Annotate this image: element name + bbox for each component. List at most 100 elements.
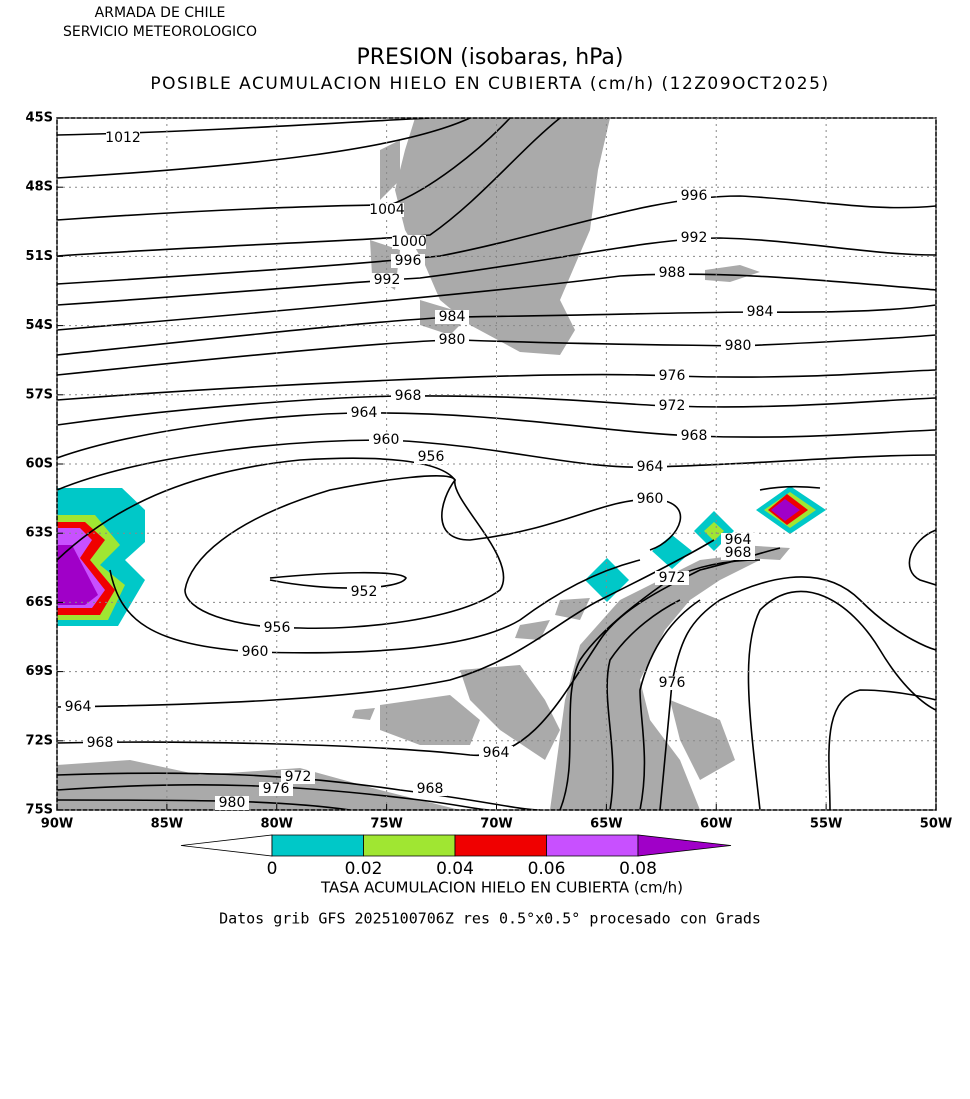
colorbar-swatch [637, 834, 732, 857]
lat-tick-label: 69S [26, 664, 53, 679]
isobar-label: 996 [395, 253, 422, 269]
isobar-label-bg [633, 492, 667, 506]
colorbar-label: 0.08 [619, 859, 657, 879]
lat-tick-label: 54S [26, 318, 53, 333]
header-line: ARMADA DE CHILE [95, 5, 226, 21]
isobar-label-bg [721, 546, 755, 560]
lat-tick-label: 72S [26, 733, 53, 748]
isobar-label: 980 [439, 332, 466, 348]
isobar-label: 980 [219, 795, 246, 811]
isobar-label: 1000 [391, 234, 427, 250]
isobar-label: 980 [725, 338, 752, 354]
isobar-label: 976 [659, 675, 686, 691]
isobar-label: 984 [747, 304, 774, 320]
lat-tick-label: 75S [26, 803, 53, 818]
lat-tick-label: 51S [26, 249, 53, 264]
isobar-label-bg [215, 796, 249, 810]
lat-tick-label: 57S [26, 387, 53, 402]
isobar-label: 968 [395, 388, 422, 404]
lon-tick-label: 50W [920, 817, 952, 832]
isobar-label: 972 [285, 769, 312, 785]
isobar-label-bg [655, 571, 689, 585]
isobar-label-bg [369, 433, 403, 447]
isobar-label: 1012 [105, 130, 141, 146]
isobar-label-bg [677, 429, 711, 443]
isobar-label-bg [106, 131, 140, 145]
isobar-label: 1004 [369, 202, 405, 218]
lat-tick-label: 66S [26, 595, 53, 610]
subtitle: POSIBLE ACUMULACION HIELO EN CUBIERTA (c… [150, 74, 829, 94]
lat-tick-label: 60S [26, 457, 53, 472]
isobar-label: 992 [374, 272, 401, 288]
isobar-label: 988 [659, 265, 686, 281]
lon-tick-label: 55W [810, 817, 842, 832]
isobar-label: 984 [439, 309, 466, 325]
isobar-label-bg [435, 310, 469, 324]
isobar-label: 960 [637, 491, 664, 507]
isobar-label: 996 [681, 188, 708, 204]
isobar-label: 960 [373, 432, 400, 448]
colorbar-title: TASA ACUMULACION HIELO EN CUBIERTA (cm/h… [320, 879, 683, 897]
isobar-label-bg [347, 585, 381, 599]
isobar-label-bg [391, 254, 425, 268]
isobar-label: 964 [725, 532, 752, 548]
isobar-label-bg [281, 770, 315, 784]
colorbar-swatch [271, 834, 364, 857]
isobar-label-bg [392, 235, 426, 249]
isobar-label-bg [61, 700, 95, 714]
ice-accretion [57, 486, 826, 626]
isobar-label-bg [238, 645, 272, 659]
lon-tick-label: 70W [480, 817, 512, 832]
isobar-label-bg [743, 305, 777, 319]
lon-tick-label: 60W [700, 817, 732, 832]
isobar-label: 964 [483, 745, 510, 761]
isobar-label: 972 [659, 570, 686, 586]
colorbar-label: 0.02 [345, 859, 383, 879]
isobar-label-bg [677, 231, 711, 245]
lat-tick-label: 63S [26, 526, 53, 541]
footer: Datos grib GFS 2025100706Z res 0.5°x0.5°… [219, 910, 761, 928]
isobar-label-bg [721, 533, 755, 547]
isobar-label: 960 [242, 644, 269, 660]
colorbar-swatch [363, 834, 456, 857]
lon-tick-label: 75W [370, 817, 402, 832]
isobar-label-bg [633, 460, 667, 474]
isobar-label: 964 [65, 699, 92, 715]
lon-tick-label: 80W [261, 817, 293, 832]
isobar-label: 976 [659, 368, 686, 384]
isobar-label: 992 [681, 230, 708, 246]
colorbar: 0 0.02 0.04 0.06 0.08 [180, 834, 732, 879]
title: PRESION (isobaras, hPa) [357, 45, 624, 70]
isobar-label-bg [435, 333, 469, 347]
lon-tick-label: 85W [151, 817, 183, 832]
isobar-label-bg [677, 189, 711, 203]
isobar-label: 968 [681, 428, 708, 444]
isobar-label-bg [655, 266, 689, 280]
map: 90W 85W 80W 75W 70W 65W 60W 55W 50W 45S 48S 51S 54S 5… [26, 111, 953, 832]
isobar-label-bg [370, 203, 404, 217]
isobar-label: 972 [659, 398, 686, 414]
isobar-label: 968 [87, 735, 114, 751]
isobar-label-bg [655, 676, 689, 690]
colorbar-label: 0 [267, 859, 278, 879]
colorbar-label: 0.04 [436, 859, 474, 879]
isobar-label: 964 [351, 405, 378, 421]
isobar-label-bg [259, 782, 293, 796]
isobar-label-bg [479, 746, 513, 760]
isobar-label: 956 [264, 620, 291, 636]
isobar-label-bg [721, 339, 755, 353]
isobar-label-bg [655, 399, 689, 413]
map-area [57, 118, 936, 810]
isobar-label-bg [83, 736, 117, 750]
isobar-label: 952 [351, 584, 378, 600]
colorbar-swatch [546, 834, 639, 857]
isobar-label-bg [391, 389, 425, 403]
lat-tick-label: 45S [26, 111, 53, 126]
isobar-label-bg [414, 450, 448, 464]
isobar-label: 956 [418, 449, 445, 465]
isobar-label: 968 [417, 781, 444, 797]
isobar-label-bg [370, 273, 404, 287]
lon-tick-label: 65W [590, 817, 622, 832]
isobar-label: 976 [263, 781, 290, 797]
